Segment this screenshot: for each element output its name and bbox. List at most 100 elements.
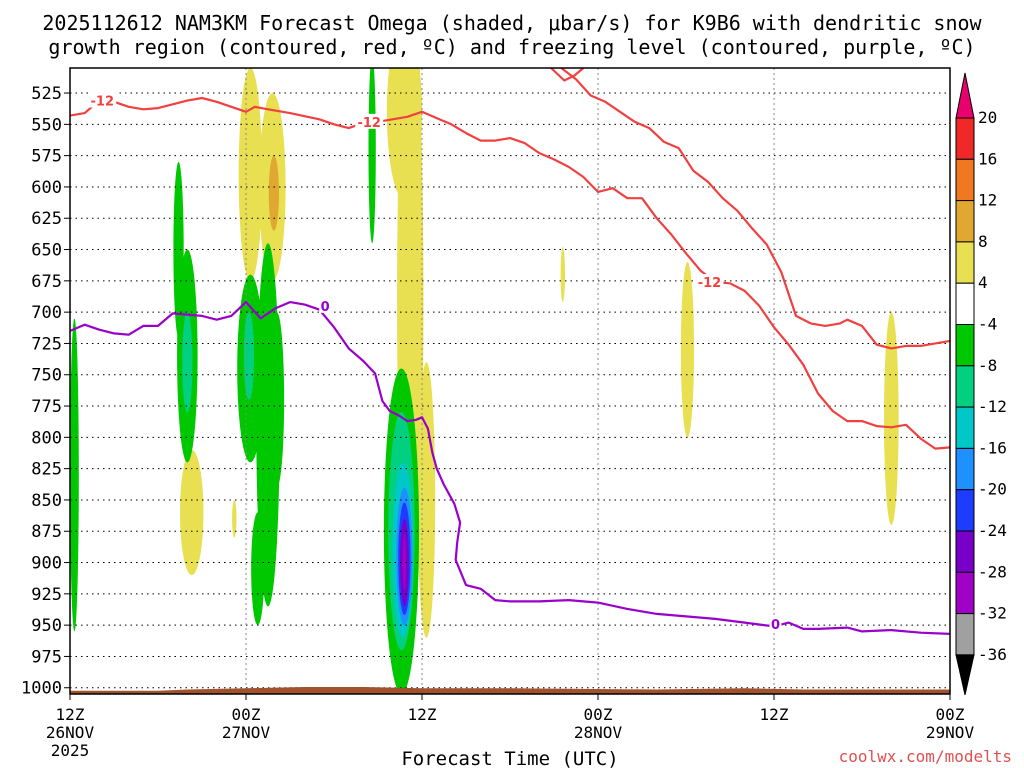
contour-label-bg-1 xyxy=(355,113,384,129)
y-tick-label-13: 850 xyxy=(31,491,62,511)
x-tick-label-5-1: 00Z xyxy=(936,705,965,724)
x-tick-label-4-1: 12Z xyxy=(760,705,789,724)
colorbar-bin-4 xyxy=(955,241,975,284)
y-tick-label-17: 950 xyxy=(31,616,62,636)
y-tick-label-10: 775 xyxy=(31,397,62,417)
x-axis-title: Forecast Time (UTC) xyxy=(401,748,618,768)
y-tick-label-0: 525 xyxy=(31,84,62,104)
omega-area-8 xyxy=(560,247,565,303)
terrain-layer xyxy=(70,686,950,694)
x-tick-label-0-3: 2025 xyxy=(51,741,90,760)
y-tick-label-19: 1000 xyxy=(21,679,62,699)
colorbar-cap-bottom xyxy=(955,654,975,696)
omega-area-19 xyxy=(251,512,265,626)
contour-label-4: 0 xyxy=(771,618,780,633)
y-tick-label-6: 675 xyxy=(31,272,62,292)
y-tick-label-11: 800 xyxy=(31,428,62,448)
colorbar-bin-8 xyxy=(955,406,975,449)
omega-area-0 xyxy=(238,68,263,281)
y-tick-label-16: 925 xyxy=(31,585,62,605)
x-tick-label-2-1: 12Z xyxy=(408,705,437,724)
gridlines xyxy=(70,68,950,694)
colorbar-bin-5 xyxy=(955,282,975,326)
colorbar-bin-7 xyxy=(955,365,975,408)
contour-label-bg-3 xyxy=(319,297,332,313)
x-tick-label-0-2: 26NOV xyxy=(46,723,95,742)
omega-area-9 xyxy=(680,262,695,438)
omega-area-27 xyxy=(402,534,407,591)
y-tick-label-2: 575 xyxy=(31,147,62,167)
x-tick-label-5-2: 29NOV xyxy=(926,723,975,742)
y-tick-label-9: 750 xyxy=(31,366,62,386)
contour-labels: -12 -12 -12 0 0 xyxy=(88,92,782,633)
contour-line-2 xyxy=(560,68,950,350)
x-tick-label-0-1: 12Z xyxy=(56,705,85,724)
colorbar-bin-10 xyxy=(955,489,975,532)
contour-lines xyxy=(70,68,950,635)
contour-label-1: -12 xyxy=(357,116,381,131)
omega-area-11 xyxy=(368,68,376,244)
contour-label-bg-0 xyxy=(88,92,117,108)
omega-area-17 xyxy=(269,312,285,488)
chart-title-line1: 2025112612 NAM3KM Forecast Omega (shaded… xyxy=(42,11,982,35)
x-tick-label-3-2: 28NOV xyxy=(574,723,623,742)
contour-label-3: 0 xyxy=(321,300,330,315)
omega-area-18 xyxy=(243,312,255,400)
contour-label-2: -12 xyxy=(698,276,722,291)
omega-area-6 xyxy=(180,449,204,576)
omega-area-20 xyxy=(70,318,79,632)
colorbar-label-8: -16 xyxy=(978,438,1007,457)
colorbar-label-5: -4 xyxy=(978,315,997,334)
contour-line-3 xyxy=(70,301,950,635)
y-tick-label-18: 975 xyxy=(31,647,62,667)
colorbar-label-7: -12 xyxy=(978,397,1007,416)
colorbar-bin-9 xyxy=(955,447,975,491)
omega-area-7 xyxy=(232,499,237,538)
omega-shading xyxy=(70,68,899,694)
plot-frame xyxy=(69,67,951,695)
colorbar-bin-12 xyxy=(955,571,975,615)
contour-line-0 xyxy=(70,96,950,450)
chart-title-line2: growth region (contoured, red, ºC) and f… xyxy=(48,35,975,59)
y-tick-label-7: 700 xyxy=(31,303,62,323)
y-tick-label-5: 650 xyxy=(31,241,62,261)
credit-text: coolwx.com/modelts xyxy=(839,747,1012,766)
colorbar-label-0: 20 xyxy=(978,108,997,127)
omega-area-2 xyxy=(268,155,279,231)
colorbar-label-13: -36 xyxy=(978,645,1007,664)
colorbar-label-9: -20 xyxy=(978,480,1007,499)
y-tick-label-14: 875 xyxy=(31,522,62,542)
colorbar-bin-2 xyxy=(955,158,975,202)
contour-line-1 xyxy=(550,68,585,82)
y-tick-label-1: 550 xyxy=(31,115,62,135)
y-tick-label-15: 900 xyxy=(31,554,62,574)
colorbar: 20 16 12 8 4 -4 -8 -12 -16 -20 -24 -28 -32 -36 xyxy=(955,72,1007,696)
colorbar-label-2: 12 xyxy=(978,191,997,210)
y-axis: 525 550 575 600 625 650 675 700 725 750 775 800 825 8… xyxy=(21,84,70,699)
x-tick-label-1-1: 00Z xyxy=(232,705,261,724)
y-tick-label-8: 725 xyxy=(31,334,62,354)
colorbar-bin-3 xyxy=(955,200,975,243)
colorbar-bin-1 xyxy=(955,117,975,160)
colorbar-label-10: -24 xyxy=(978,521,1007,540)
colorbar-bin-11 xyxy=(955,530,975,573)
contour-label-0: -12 xyxy=(91,95,115,110)
y-tick-label-12: 825 xyxy=(31,460,62,480)
colorbar-bin-6 xyxy=(955,324,975,367)
colorbar-label-12: -32 xyxy=(978,604,1007,623)
omega-area-14 xyxy=(182,312,193,413)
colorbar-label-6: -8 xyxy=(978,356,997,375)
contour-label-bg-4 xyxy=(769,615,782,631)
y-tick-label-3: 600 xyxy=(31,178,62,198)
omega-area-10 xyxy=(884,312,899,525)
colorbar-label-11: -28 xyxy=(978,562,1007,581)
omega-area-5 xyxy=(417,362,436,638)
colorbar-bin-13 xyxy=(955,613,975,656)
terrain-fill xyxy=(70,686,950,694)
y-tick-label-4: 625 xyxy=(31,209,62,229)
colorbar-label-1: 16 xyxy=(978,149,997,168)
colorbar-label-3: 8 xyxy=(978,232,988,251)
